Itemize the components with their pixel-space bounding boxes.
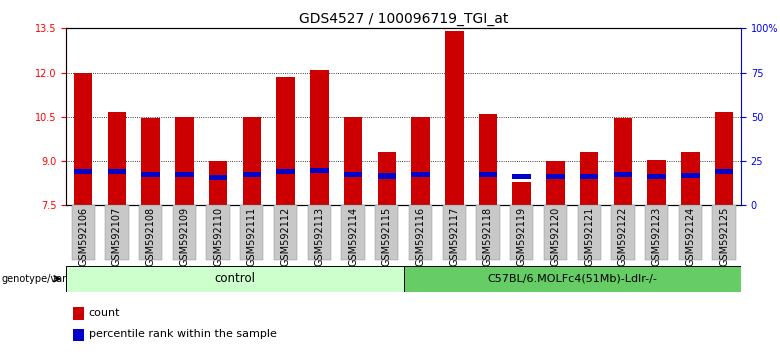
Bar — [404, 266, 741, 292]
Text: GSM592123: GSM592123 — [651, 207, 661, 266]
Text: count: count — [89, 308, 120, 318]
Text: GSM592110: GSM592110 — [213, 207, 223, 266]
Bar — [274, 205, 297, 260]
Text: genotype/variation: genotype/variation — [2, 274, 94, 284]
Bar — [307, 205, 331, 260]
Bar — [411, 172, 430, 177]
Bar — [108, 113, 126, 205]
Bar — [614, 118, 633, 205]
Bar — [612, 205, 635, 260]
Bar — [141, 118, 160, 205]
Bar — [409, 205, 432, 260]
Text: GSM592120: GSM592120 — [551, 207, 561, 266]
Bar — [73, 307, 83, 320]
Text: GSM592106: GSM592106 — [78, 207, 88, 266]
Bar — [479, 114, 498, 205]
Bar — [209, 175, 228, 180]
Bar — [378, 173, 396, 179]
Bar — [546, 174, 565, 179]
Bar — [681, 173, 700, 178]
Bar — [310, 70, 328, 205]
Bar — [310, 167, 328, 173]
Bar — [479, 172, 498, 177]
Bar — [342, 205, 365, 260]
Bar — [207, 205, 230, 260]
Bar — [681, 152, 700, 205]
Bar — [73, 329, 83, 341]
Text: GSM592108: GSM592108 — [146, 207, 156, 266]
Bar — [544, 205, 567, 260]
Bar — [442, 205, 466, 260]
Bar — [175, 172, 193, 177]
Bar — [712, 205, 736, 260]
Bar — [378, 152, 396, 205]
Bar — [512, 182, 531, 205]
Bar — [510, 205, 534, 260]
Text: GSM592117: GSM592117 — [449, 207, 459, 266]
Text: GSM592113: GSM592113 — [314, 207, 324, 266]
Text: GSM592111: GSM592111 — [246, 207, 257, 266]
Bar — [577, 205, 601, 260]
Bar — [580, 174, 598, 179]
Bar — [580, 152, 598, 205]
Text: control: control — [215, 272, 256, 285]
Bar — [72, 205, 95, 260]
Title: GDS4527 / 100096719_TGI_at: GDS4527 / 100096719_TGI_at — [299, 12, 509, 26]
Text: GSM592114: GSM592114 — [348, 207, 358, 266]
Bar — [240, 205, 264, 260]
Bar — [375, 205, 399, 260]
Text: GSM592122: GSM592122 — [618, 207, 628, 266]
Bar — [243, 117, 261, 205]
Text: GSM592118: GSM592118 — [483, 207, 493, 266]
Bar — [141, 172, 160, 177]
Bar — [614, 172, 633, 177]
Bar — [647, 174, 666, 179]
Text: GSM592115: GSM592115 — [381, 207, 392, 266]
Text: percentile rank within the sample: percentile rank within the sample — [89, 330, 276, 339]
Bar — [108, 169, 126, 175]
Text: GSM592107: GSM592107 — [112, 207, 122, 266]
Text: C57BL/6.MOLFc4(51Mb)-Ldlr-/-: C57BL/6.MOLFc4(51Mb)-Ldlr-/- — [488, 274, 658, 284]
Bar — [74, 169, 93, 175]
Text: GSM592121: GSM592121 — [584, 207, 594, 266]
Text: GSM592109: GSM592109 — [179, 207, 190, 266]
Bar — [276, 169, 295, 175]
Bar — [714, 113, 733, 205]
Bar — [647, 160, 666, 205]
Bar — [445, 31, 463, 205]
Bar — [209, 161, 228, 205]
Bar — [139, 205, 162, 260]
Text: GSM592112: GSM592112 — [281, 207, 291, 266]
Text: GSM592124: GSM592124 — [686, 207, 696, 266]
Bar — [645, 205, 668, 260]
Bar — [276, 77, 295, 205]
Bar — [512, 174, 531, 179]
Bar — [344, 172, 363, 177]
Text: GSM592125: GSM592125 — [719, 207, 729, 266]
Bar — [546, 161, 565, 205]
Text: GSM592119: GSM592119 — [516, 207, 526, 266]
Bar — [411, 117, 430, 205]
Bar — [66, 266, 404, 292]
Bar — [477, 205, 500, 260]
Bar — [679, 205, 702, 260]
Bar — [243, 172, 261, 177]
Bar — [175, 117, 193, 205]
Bar — [714, 169, 733, 175]
Bar — [105, 205, 129, 260]
Text: GSM592116: GSM592116 — [416, 207, 426, 266]
Bar — [74, 73, 93, 205]
Bar — [344, 117, 363, 205]
Bar — [172, 205, 196, 260]
